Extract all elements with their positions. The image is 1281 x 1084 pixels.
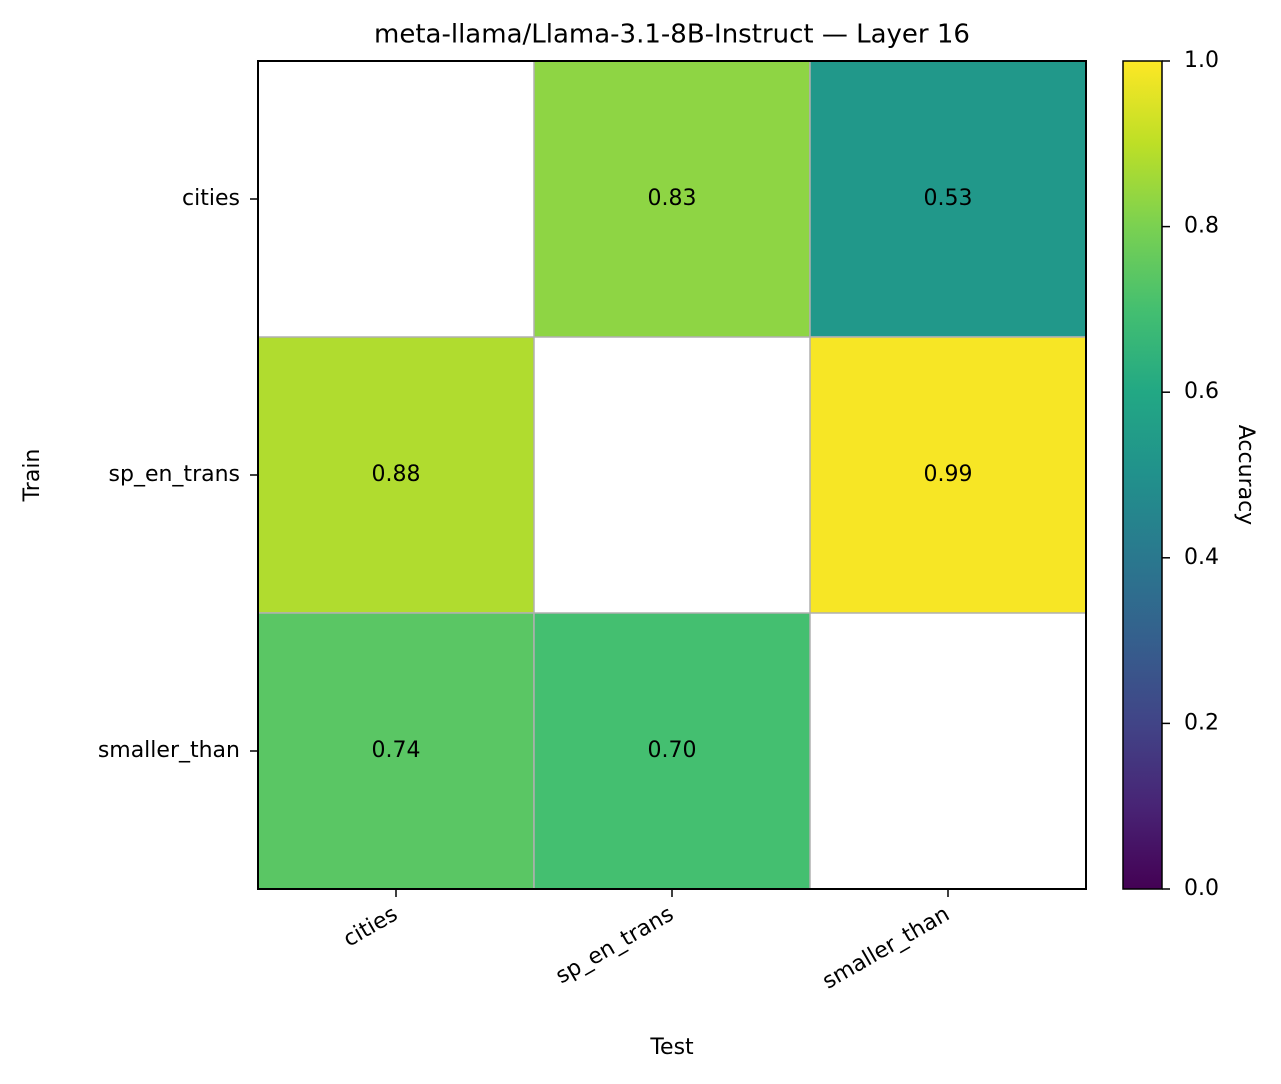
colorbar-tick-label: 0.2: [1184, 710, 1219, 735]
colorbar: [1122, 60, 1163, 890]
x-tick-label: smaller_than: [818, 902, 954, 995]
x-tick-label: cities: [339, 902, 402, 953]
y-tick-label: sp_en_trans: [109, 462, 240, 487]
heatmap-cell: [257, 612, 535, 890]
heatmap-cell: [809, 336, 1087, 614]
heatmap-cell: [533, 612, 811, 890]
chart-title: meta-llama/Llama-3.1-8B-Instruct — Layer…: [374, 20, 970, 50]
x-tick-label: sp_en_trans: [552, 902, 678, 989]
cell-label: 0.83: [648, 186, 697, 211]
colorbar-tick-label: 0.8: [1184, 214, 1219, 239]
cell-label: 0.88: [372, 462, 421, 487]
colorbar-label: Accuracy: [1233, 425, 1258, 525]
colorbar-tick-label: 0.0: [1184, 876, 1219, 901]
colorbar-tick-label: 0.6: [1184, 379, 1219, 404]
cell-label: 0.74: [372, 738, 421, 763]
colorbar-tick-label: 0.4: [1184, 545, 1219, 570]
y-tick-label: cities: [182, 186, 240, 211]
cell-label: 0.99: [924, 462, 973, 487]
y-axis-label: Train: [20, 449, 45, 503]
heatmap-cell: [809, 60, 1087, 338]
cell-label: 0.53: [924, 186, 973, 211]
heatmap-cell: [533, 60, 811, 338]
heatmap-cell: [257, 336, 535, 614]
cell-label: 0.70: [648, 738, 697, 763]
x-axis-label: Test: [649, 1035, 694, 1060]
colorbar-tick-label: 1.0: [1184, 48, 1219, 73]
y-tick-label: smaller_than: [98, 738, 240, 763]
